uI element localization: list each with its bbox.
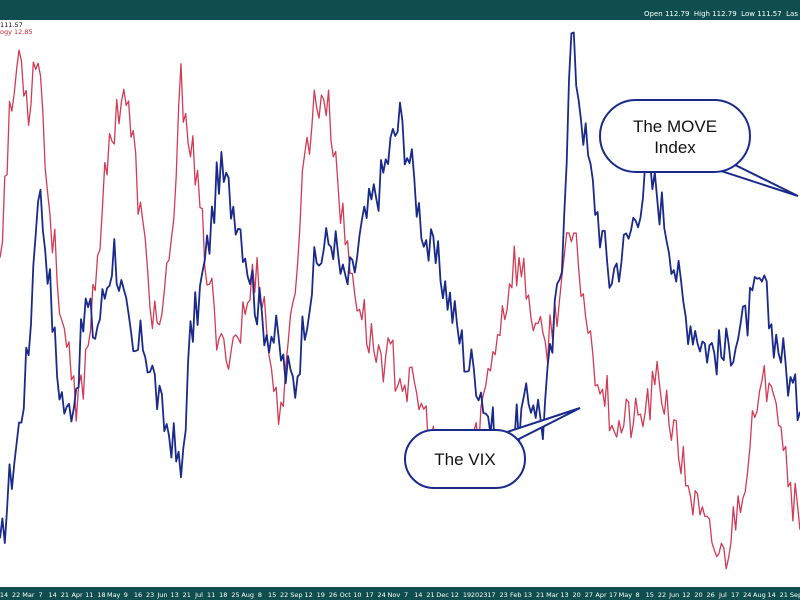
- x-tick-label: 16: [134, 591, 142, 599]
- x-tick-label: Aug: [753, 591, 766, 599]
- ohlc-open-value: 112.79: [664, 10, 690, 18]
- x-tick-label: 14: [414, 591, 422, 599]
- x-tick-label: 17: [365, 591, 373, 599]
- x-tick-label: 13: [524, 591, 532, 599]
- x-tick-label: May: [619, 591, 633, 599]
- x-tick-label: 9: [124, 591, 128, 599]
- x-tick-label: 23: [146, 591, 154, 599]
- x-tick-label: Feb: [510, 591, 522, 599]
- x-tick-label: 8: [636, 591, 640, 599]
- x-tick-label: 18: [219, 591, 227, 599]
- x-tick-label: 22: [280, 591, 288, 599]
- x-tick-label: Mar: [22, 591, 35, 599]
- x-tick-label: 23: [499, 591, 507, 599]
- x-axis-bar: 14 22 Mar 7 14 21 Apr 11 18 May 9 16 23 Jun 13 21 Jul 11 1…: [0, 587, 800, 600]
- x-tick-label: 19: [317, 591, 325, 599]
- callout-vix-box: [404, 429, 526, 489]
- ohlc-low-value: 111.57: [757, 10, 782, 18]
- x-tick-label: 8: [258, 591, 262, 599]
- x-tick-label: 17: [609, 591, 617, 599]
- series-line-move-index: [0, 31, 800, 544]
- x-tick-label: 21: [426, 591, 434, 599]
- x-tick-label: Sep: [290, 591, 302, 599]
- x-tick-label: Jun: [668, 591, 679, 599]
- ohlc-readout: Open 112.79 High 112.79 Low 111.57 Las: [644, 10, 798, 18]
- x-tick-label: 22: [658, 591, 666, 599]
- callout-move-index-text: The MOVE Index: [633, 117, 717, 157]
- x-tick-label: 21: [536, 591, 544, 599]
- x-tick-label: Mar: [546, 591, 559, 599]
- x-tick-label: 21: [780, 591, 788, 599]
- callout-vix-text: The VIX: [434, 450, 495, 469]
- x-tick-label: 21: [61, 591, 69, 599]
- x-tick-label: 15: [268, 591, 276, 599]
- chart-lines: [0, 31, 800, 570]
- x-tick-label: 14: [0, 591, 8, 599]
- legend-vix-value: ogy 12.85: [0, 28, 33, 36]
- x-tick-label: 13: [170, 591, 178, 599]
- x-tick-label: 13: [560, 591, 568, 599]
- x-tick-label: 12: [451, 591, 459, 599]
- x-tick-label: Sep: [790, 591, 800, 599]
- chart-callouts: The MOVE Index The VIX: [404, 99, 799, 489]
- x-tick-label: 26: [329, 591, 337, 599]
- x-tick-label: 24: [743, 591, 751, 599]
- x-tick-label: 17: [731, 591, 739, 599]
- x-tick-label: 27: [585, 591, 593, 599]
- x-tick-label: 26: [707, 591, 715, 599]
- x-axis-ticks: 14 22 Mar 7 14 21 Apr 11 18 May 9 16 23 Jun 13 21 Jul 11 1…: [0, 591, 800, 599]
- x-tick-label: Dec: [436, 591, 449, 599]
- callout-move-index: The MOVE Index: [599, 99, 799, 197]
- ohlc-high-value: 112.79: [712, 10, 737, 18]
- x-tick-label: 20: [694, 591, 702, 599]
- ohlc-last-label: Las: [786, 10, 798, 18]
- x-tick-label: 2023: [471, 591, 488, 599]
- callout-move-index-box: [599, 99, 751, 173]
- x-tick-label: 19: [463, 591, 471, 599]
- ohlc-low-label: Low: [741, 10, 755, 18]
- x-tick-label: 22: [12, 591, 20, 599]
- x-tick-label: 15: [646, 591, 654, 599]
- x-tick-label: May: [107, 591, 121, 599]
- x-tick-label: 7: [39, 591, 43, 599]
- x-tick-label: Apr: [595, 591, 607, 599]
- x-tick-label: Jul: [194, 591, 203, 599]
- x-tick-label: 24: [378, 591, 386, 599]
- x-tick-label: 21: [183, 591, 191, 599]
- x-tick-label: Jul: [718, 591, 727, 599]
- x-tick-label: 10: [353, 591, 361, 599]
- x-tick-label: Oct: [340, 591, 352, 599]
- x-tick-label: 18: [97, 591, 105, 599]
- series-line-vix: [0, 49, 800, 570]
- x-tick-label: 17: [487, 591, 495, 599]
- ohlc-high-label: High: [693, 10, 710, 18]
- x-tick-label: 14: [767, 591, 775, 599]
- x-tick-label: 25: [231, 591, 239, 599]
- legend-move-value: 111.57: [0, 21, 23, 29]
- x-tick-label: 20: [573, 591, 581, 599]
- x-tick-label: 7: [404, 591, 408, 599]
- x-tick-label: Aug: [241, 591, 254, 599]
- ohlc-open-label: Open: [644, 10, 663, 18]
- x-tick-label: 11: [207, 591, 215, 599]
- callout-vix: The VIX: [404, 407, 581, 489]
- x-tick-label: Nov: [388, 591, 401, 599]
- top-header-bar: Open 112.79 High 112.79 Low 111.57 Las: [0, 0, 800, 20]
- x-tick-label: 12: [304, 591, 312, 599]
- x-tick-label: 14: [49, 591, 57, 599]
- x-tick-label: 12: [682, 591, 690, 599]
- x-tick-label: 11: [85, 591, 93, 599]
- x-tick-label: Jun: [156, 591, 167, 599]
- x-tick-label: Apr: [71, 591, 83, 599]
